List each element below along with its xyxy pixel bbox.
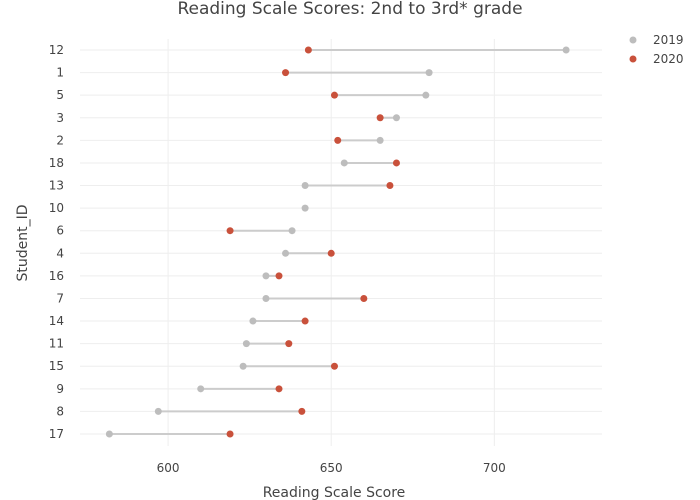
point-2020[interactable]: [301, 317, 309, 325]
legend-marker-2020: [629, 55, 637, 63]
y-tick-label: 2: [56, 133, 64, 147]
legend-item-2019[interactable]: 2019: [629, 33, 684, 47]
point-2020[interactable]: [282, 69, 290, 77]
point-2020[interactable]: [327, 249, 335, 257]
y-tick-label: 6: [56, 224, 64, 238]
legend-item-2020[interactable]: 2020: [629, 52, 684, 66]
y-tick-label: 12: [49, 43, 64, 57]
y-axis-label: Student_ID: [15, 204, 31, 281]
point-2019[interactable]: [282, 249, 290, 257]
point-2019[interactable]: [262, 272, 270, 280]
point-2020[interactable]: [376, 114, 384, 122]
connector-lines: [109, 49, 567, 435]
y-tick-label: 14: [49, 314, 64, 328]
point-2019[interactable]: [197, 385, 205, 393]
y-tick-label: 8: [56, 404, 64, 418]
y-tick-label: 13: [49, 179, 64, 193]
y-tick-label: 1: [56, 66, 64, 80]
legend-marker-2019: [629, 36, 637, 44]
y-tick-label: 17: [49, 427, 64, 441]
point-2020[interactable]: [360, 294, 368, 302]
point-2019[interactable]: [288, 227, 296, 235]
point-2020[interactable]: [298, 407, 306, 415]
y-tick-label: 18: [49, 156, 64, 170]
point-2019[interactable]: [301, 204, 309, 212]
y-tick-label: 10: [49, 201, 64, 215]
x-tick-labels: 600 650 700: [157, 461, 506, 475]
point-2020[interactable]: [226, 227, 234, 235]
point-2020[interactable]: [226, 430, 234, 438]
x-tick-label: 700: [483, 461, 506, 475]
point-2019[interactable]: [242, 340, 250, 348]
point-2020[interactable]: [330, 362, 338, 370]
point-2020[interactable]: [330, 91, 338, 99]
point-2020[interactable]: [304, 46, 312, 54]
x-tick-label: 650: [320, 461, 343, 475]
point-2020[interactable]: [275, 385, 283, 393]
point-2019[interactable]: [340, 159, 348, 167]
point-2019[interactable]: [249, 317, 257, 325]
grid-lines: [80, 39, 602, 446]
x-axis-label: Reading Scale Score: [263, 485, 406, 500]
point-2019[interactable]: [262, 294, 270, 302]
point-2020[interactable]: [392, 159, 400, 167]
y-tick-label: 4: [56, 246, 64, 260]
point-2019[interactable]: [154, 407, 162, 415]
y-tick-label: 16: [49, 269, 64, 283]
point-2019[interactable]: [301, 182, 309, 190]
point-2020[interactable]: [285, 340, 293, 348]
point-2019[interactable]: [425, 69, 433, 77]
point-2019[interactable]: [376, 136, 384, 144]
y-tick-label: 3: [56, 111, 64, 125]
point-2020[interactable]: [334, 136, 342, 144]
y-tick-label: 11: [49, 337, 64, 351]
point-2019[interactable]: [392, 114, 400, 122]
y-tick-label: 9: [56, 382, 64, 396]
data-points: [105, 46, 570, 438]
point-2020[interactable]: [275, 272, 283, 280]
y-tick-label: 5: [56, 88, 64, 102]
legend-label-2020: 2020: [653, 52, 684, 66]
point-2020[interactable]: [386, 182, 394, 190]
legend: 2019 2020: [629, 33, 684, 66]
point-2019[interactable]: [239, 362, 247, 370]
x-tick-label: 600: [157, 461, 180, 475]
point-2019[interactable]: [422, 91, 430, 99]
point-2019[interactable]: [105, 430, 113, 438]
y-tick-label: 7: [56, 291, 64, 305]
y-tick-label: 15: [49, 359, 64, 373]
legend-label-2019: 2019: [653, 33, 684, 47]
point-2019[interactable]: [562, 46, 570, 54]
chart-title: Reading Scale Scores: 2nd to 3rd* grade: [177, 0, 522, 19]
